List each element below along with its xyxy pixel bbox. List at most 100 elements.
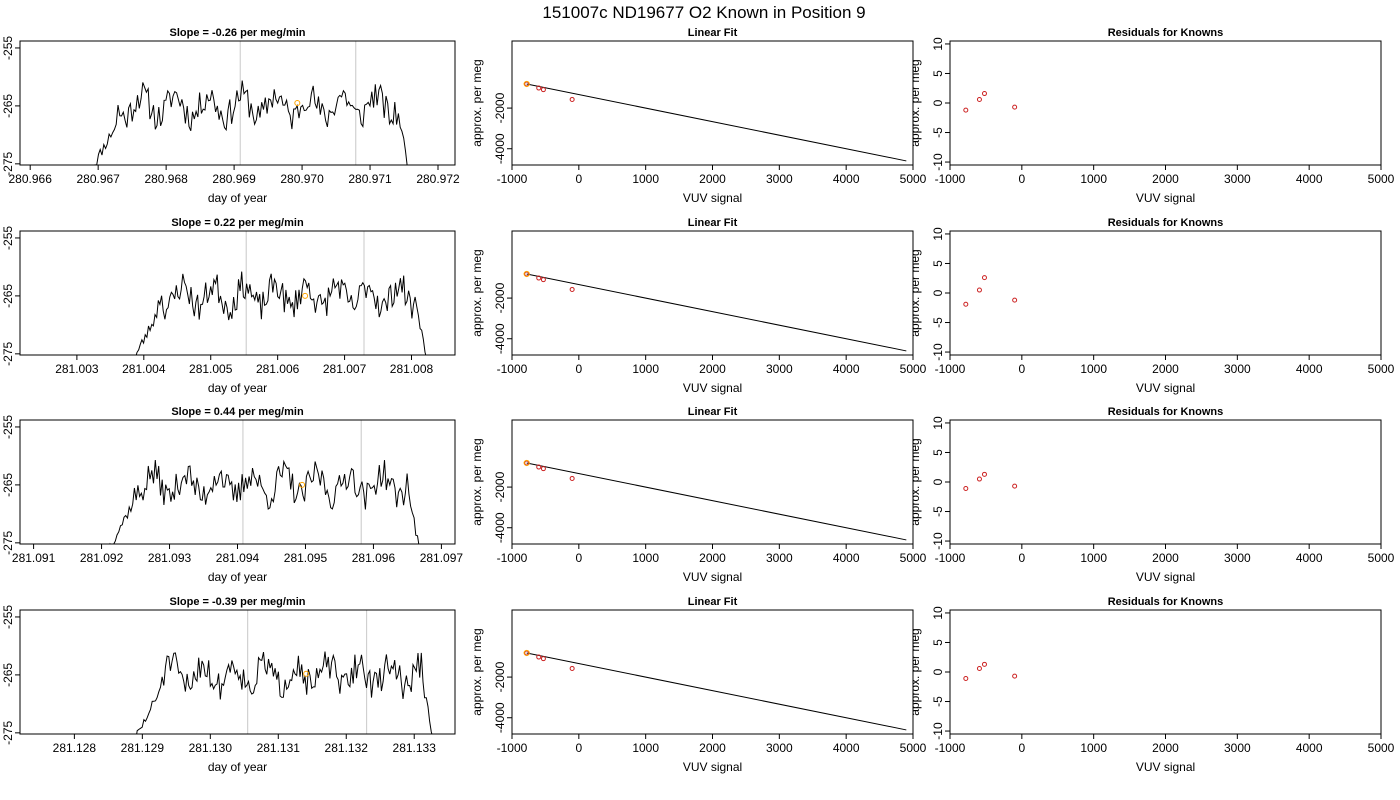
x-tick-label: 4000 xyxy=(1296,172,1323,186)
y-axis-label: approx. per meg xyxy=(470,59,484,146)
x-tick-label: 0 xyxy=(1018,362,1025,376)
residual-point xyxy=(963,675,969,681)
y-tick-label: -10 xyxy=(931,532,945,550)
x-tick-label: -1000 xyxy=(935,362,966,376)
residual-point xyxy=(976,665,982,671)
plot-data xyxy=(135,231,427,355)
x-tick-label: 4000 xyxy=(833,172,860,186)
x-tick-label: 1000 xyxy=(1080,172,1107,186)
plot-frame xyxy=(19,609,456,735)
x-tick-label: 2000 xyxy=(1152,741,1179,755)
x-tick-label: 281.133 xyxy=(393,741,437,755)
x-tick-label: 5000 xyxy=(900,172,927,186)
x-axis-label: VUV signal xyxy=(683,381,742,395)
residual-point xyxy=(981,91,987,97)
residual-point xyxy=(1012,673,1018,679)
y-tick-label: -275 xyxy=(1,721,15,745)
data-point xyxy=(540,277,546,283)
panel-title: Linear Fit xyxy=(688,217,738,229)
x-tick-label: 281.129 xyxy=(121,741,165,755)
y-tick-label: 10 xyxy=(931,227,945,241)
panel-residuals-row-3: Residuals for Knowns -1000 0 1000 2000 3000 40… xyxy=(908,406,1395,584)
x-axis-label: day of year xyxy=(208,191,267,205)
trace-line xyxy=(109,459,420,544)
reference-marker xyxy=(294,100,301,106)
panel-title: Residuals for Knowns xyxy=(1108,27,1224,39)
y-tick-label: 10 xyxy=(931,606,945,620)
x-tick-label: 0 xyxy=(1018,551,1025,565)
x-tick-label: 5000 xyxy=(1368,362,1395,376)
y-tick-label: -275 xyxy=(1,531,15,555)
x-tick-label: 2000 xyxy=(699,551,726,565)
y-tick-label: -265 xyxy=(1,284,15,308)
plot-frame xyxy=(511,230,914,356)
y-tick-label: 0 xyxy=(931,478,945,485)
x-tick-label: 1000 xyxy=(632,172,659,186)
x-tick-label: 1000 xyxy=(632,362,659,376)
x-tick-label: 5000 xyxy=(1368,741,1395,755)
highlight-point xyxy=(523,649,530,657)
fit-line xyxy=(526,462,907,541)
y-tick-label: -2000 xyxy=(493,282,507,313)
x-tick-label: -1000 xyxy=(497,172,528,186)
x-tick-label: 0 xyxy=(1018,741,1025,755)
x-tick-label: 281.130 xyxy=(189,741,233,755)
panel-fit-row-2: Linear Fit -1000 0 1000 2000 3000 4000 5000 -400… xyxy=(470,217,927,395)
y-tick-label: -4000 xyxy=(493,512,507,543)
plot-frame xyxy=(511,40,914,166)
x-tick-label: 5000 xyxy=(900,362,927,376)
plot-frame xyxy=(949,40,1382,166)
x-axis-label: VUV signal xyxy=(1136,570,1195,584)
residual-point xyxy=(963,301,969,307)
plot-frame xyxy=(19,230,456,356)
reference-marker xyxy=(303,670,310,677)
x-tick-label: 281.003 xyxy=(55,362,99,376)
x-tick-label: -1000 xyxy=(935,741,966,755)
x-tick-label: 280.969 xyxy=(212,172,256,186)
y-tick-label: 5 xyxy=(931,639,945,646)
data-point xyxy=(540,466,546,472)
y-tick-label: -10 xyxy=(931,153,945,171)
x-tick-label: 2000 xyxy=(699,172,726,186)
x-tick-label: 0 xyxy=(575,551,582,565)
y-tick-label: -265 xyxy=(1,94,15,118)
panel-title: Linear Fit xyxy=(688,406,738,418)
data-point xyxy=(524,650,530,656)
x-tick-label: 4000 xyxy=(1296,741,1323,755)
x-tick-label: 281.093 xyxy=(148,551,192,565)
fit-line xyxy=(526,273,907,352)
y-axis-label: approx. per meg xyxy=(470,249,484,336)
y-tick-label: 0 xyxy=(931,289,945,296)
trace-line xyxy=(135,271,427,355)
fit-line xyxy=(526,83,907,162)
panel-trace-row-1: Slope = -0.26 per meg/min 280.966 280.967 2… xyxy=(1,27,460,205)
y-tick-label: -5 xyxy=(931,317,945,328)
panel-residuals-row-2: Residuals for Knowns -1000 0 1000 2000 3000 40… xyxy=(908,217,1395,395)
x-axis-label: day of year xyxy=(208,381,267,395)
y-tick-label: -275 xyxy=(1,152,15,176)
y-tick-label: -10 xyxy=(931,343,945,361)
x-tick-label: 281.128 xyxy=(53,741,97,755)
y-tick-label: -255 xyxy=(1,226,15,250)
y-tick-label: -275 xyxy=(1,342,15,366)
x-tick-label: 4000 xyxy=(833,362,860,376)
panel-title: Slope = 0.44 per meg/min xyxy=(171,406,304,418)
panel-trace-row-3: Slope = 0.44 per meg/min 281.091 281.092 28… xyxy=(1,406,463,584)
data-point xyxy=(536,464,542,470)
plot-data xyxy=(523,459,907,541)
x-tick-label: 2000 xyxy=(699,362,726,376)
x-tick-label: -1000 xyxy=(497,362,528,376)
plot-frame xyxy=(949,419,1382,545)
x-axis-label: VUV signal xyxy=(1136,191,1195,205)
plot-frame xyxy=(949,230,1382,356)
x-tick-label: 0 xyxy=(575,741,582,755)
x-tick-label: 2000 xyxy=(1152,362,1179,376)
plot-data xyxy=(523,649,907,731)
data-point xyxy=(524,81,530,87)
y-tick-label: 0 xyxy=(931,99,945,106)
y-tick-label: -255 xyxy=(1,605,15,629)
plot-data xyxy=(963,275,1018,307)
plot-frame xyxy=(19,40,456,166)
x-tick-label: 281.004 xyxy=(122,362,166,376)
panel-title: Residuals for Knowns xyxy=(1108,596,1224,608)
